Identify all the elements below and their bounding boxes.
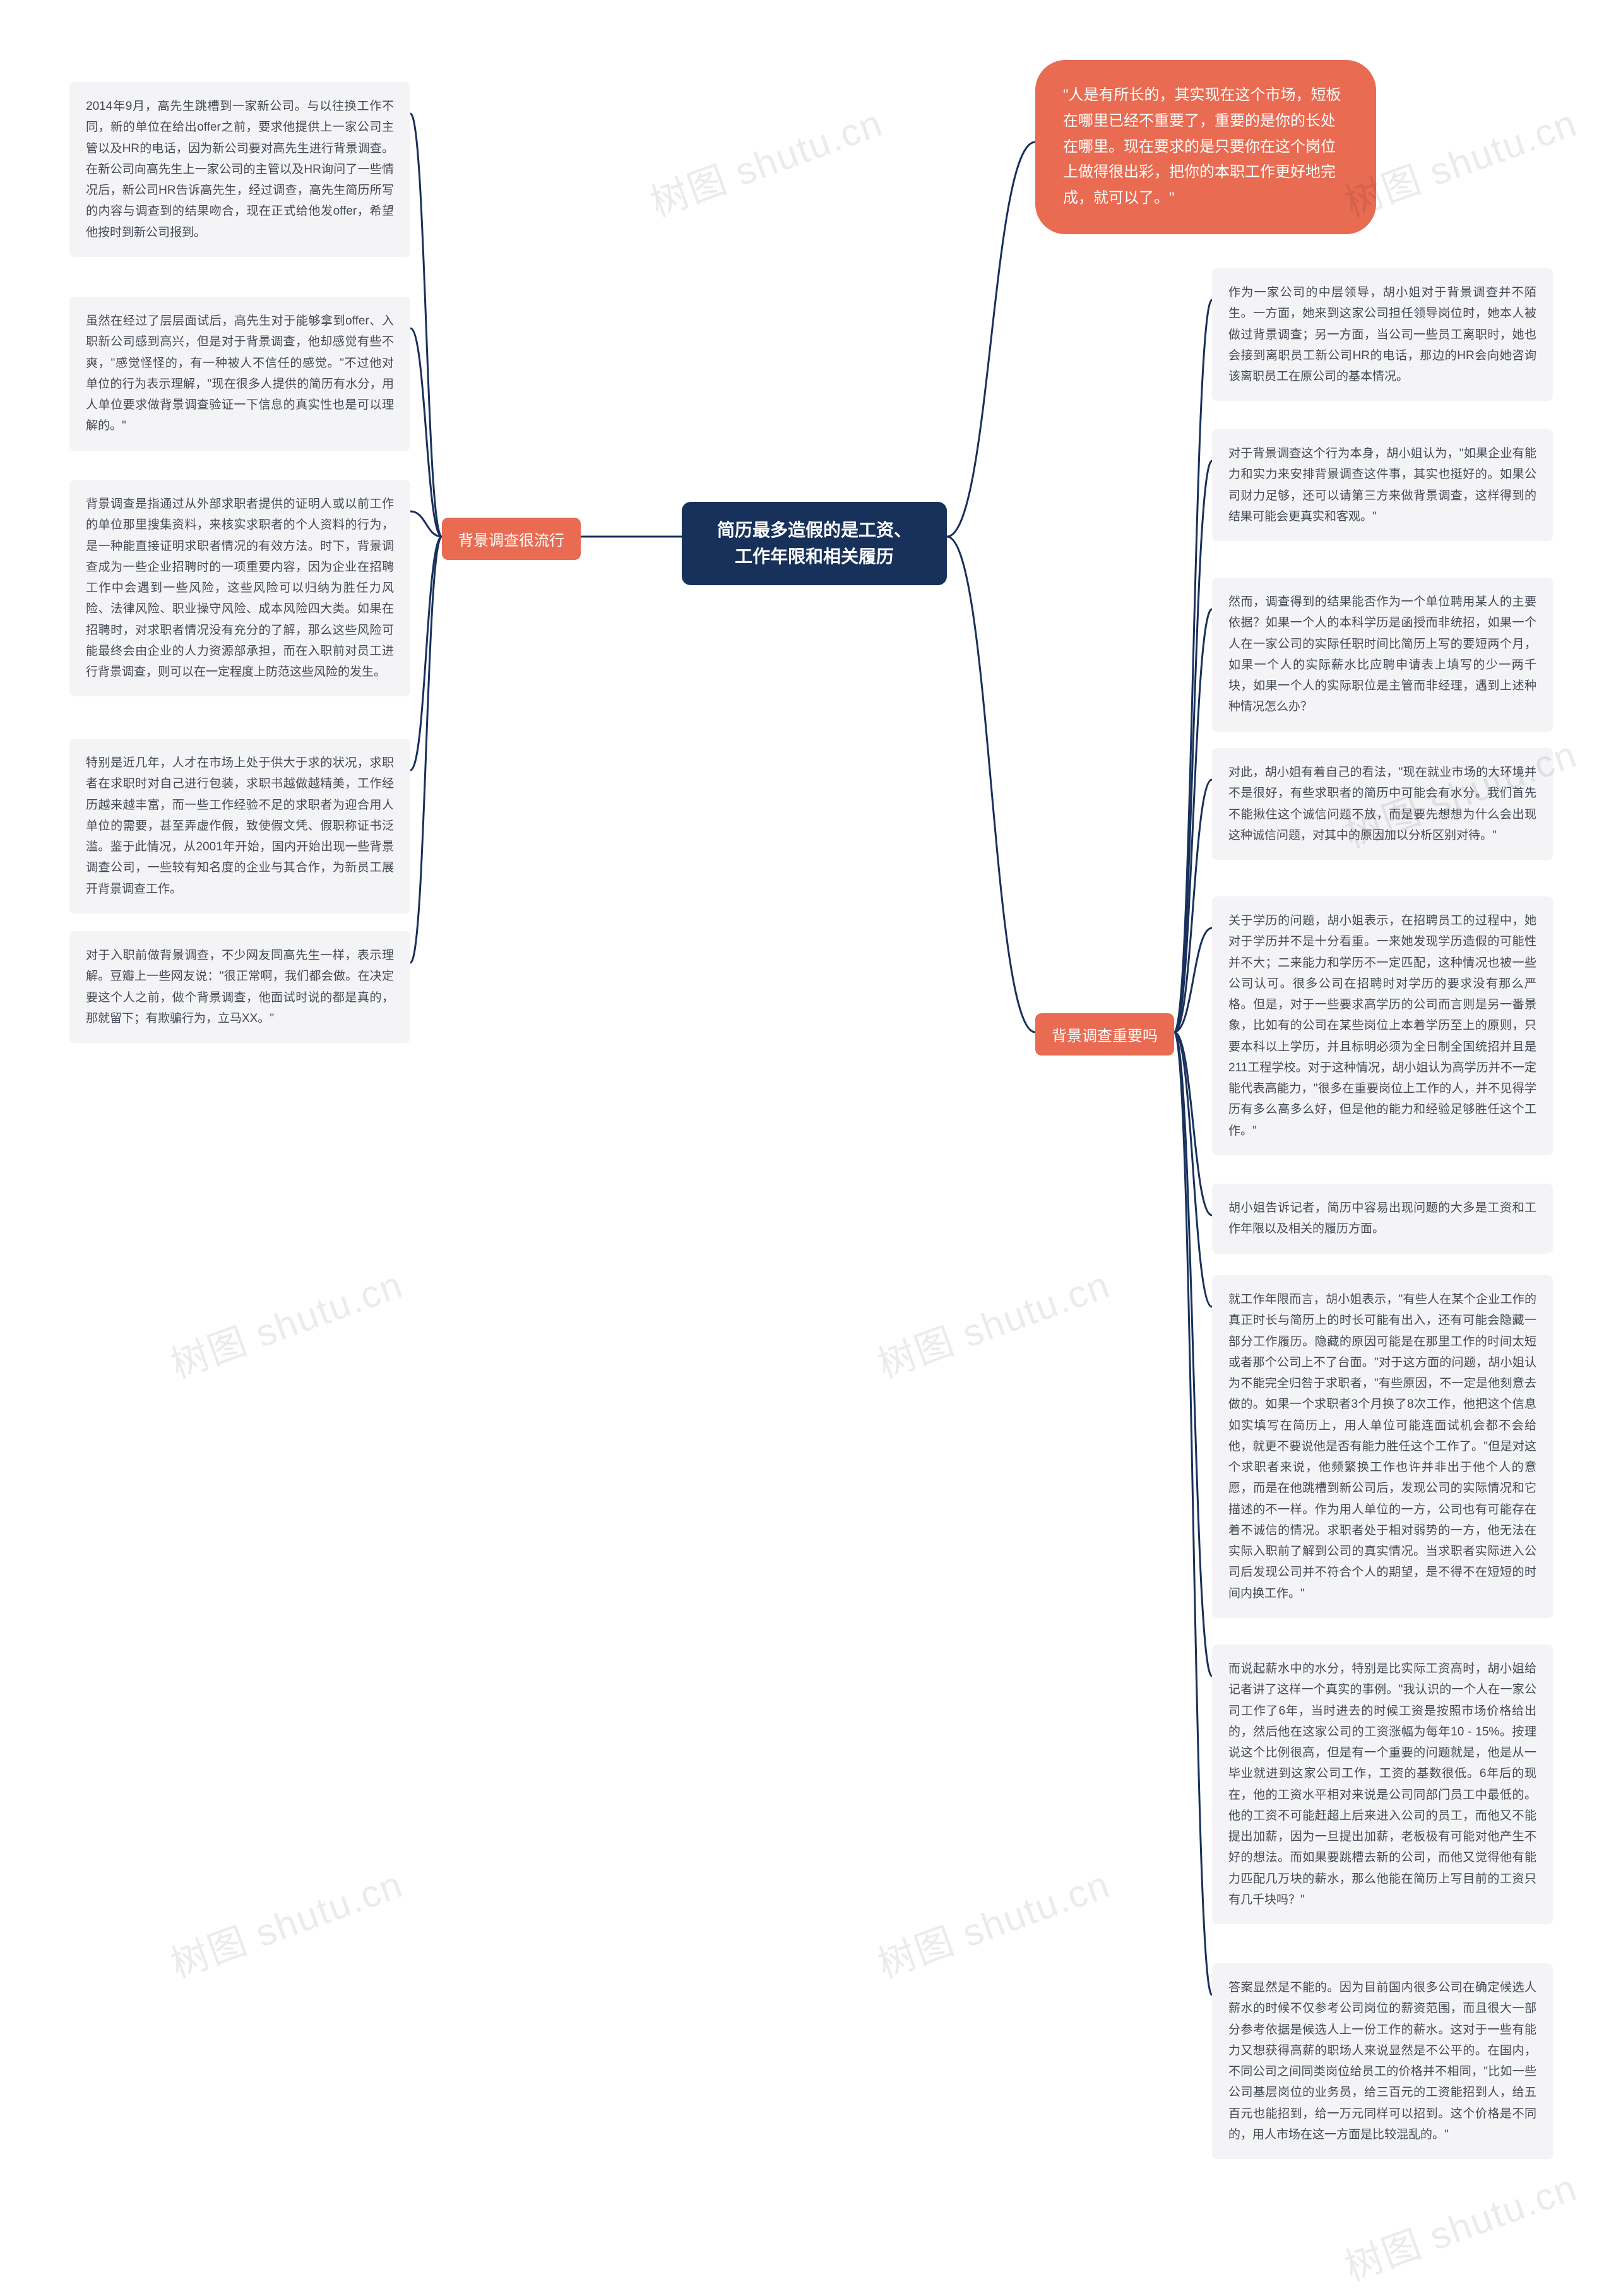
edge	[410, 537, 442, 770]
edge	[410, 114, 442, 537]
edge	[1174, 1032, 1212, 1676]
center-node: 简历最多造假的是工资、工作年限和相关履历	[682, 502, 947, 585]
leaf-right-5: 胡小姐告诉记者，简历中容易出现问题的大多是工资和工作年限以及相关的履历方面。	[1212, 1184, 1553, 1254]
branch-right: 背景调查重要吗	[1035, 1013, 1174, 1056]
leaf-right-2: 然而，调查得到的结果能否作为一个单位聘用某人的主要依据？如果一个人的本科学历是函…	[1212, 578, 1553, 732]
edge	[1174, 461, 1212, 1032]
watermark: 树图 shutu.cn	[162, 1854, 410, 1989]
edge	[1174, 1032, 1212, 1215]
edge	[1174, 609, 1212, 1032]
leaf-right-6: 就工作年限而言，胡小姐表示，"有些人在某个企业工作的真正时长与简历上的时长可能有…	[1212, 1275, 1553, 1618]
watermark: 树图 shutu.cn	[162, 1254, 410, 1389]
leaf-right-1: 对于背景调查这个行为本身，胡小姐认为，"如果企业有能力和实力来安排背景调查这件事…	[1212, 429, 1553, 541]
edge	[1174, 1032, 1212, 1307]
watermark: 树图 shutu.cn	[869, 1854, 1117, 1989]
watermark: 树图 shutu.cn	[869, 1254, 1117, 1389]
edge	[947, 537, 1035, 1032]
leaf-left-4: 对于入职前做背景调查，不少网友同高先生一样，表示理解。豆瓣上一些网友说："很正常…	[69, 931, 410, 1043]
bubble-right: "人是有所长的，其实现在这个市场，短板在哪里已经不重要了，重要的是你的长处在哪里…	[1035, 60, 1376, 234]
watermark: 树图 shutu.cn	[1336, 2157, 1584, 2292]
edge	[410, 328, 442, 537]
edge	[1174, 780, 1212, 1032]
edge	[1174, 1032, 1212, 1995]
leaf-right-8: 答案显然是不能的。因为目前国内很多公司在确定候选人薪水的时候不仅参考公司岗位的薪…	[1212, 1963, 1553, 2159]
leaf-right-4: 关于学历的问题，胡小姐表示，在招聘员工的过程中，她对于学历并不是十分看重。一来她…	[1212, 896, 1553, 1155]
leaf-right-0: 作为一家公司的中层领导，胡小姐对于背景调查并不陌生。一方面，她来到这家公司担任领…	[1212, 268, 1553, 401]
edge	[1174, 928, 1212, 1032]
watermark: 树图 shutu.cn	[642, 93, 889, 228]
leaf-left-1: 虽然在经过了层层面试后，高先生对于能够拿到offer、入职新公司感到高兴，但是对…	[69, 297, 410, 451]
leaf-left-3: 特别是近几年，人才在市场上处于供大于求的状况，求职者在求职时对自己进行包装，求职…	[69, 739, 410, 913]
edge	[1174, 300, 1212, 1032]
edge	[947, 142, 1035, 537]
leaf-right-7: 而说起薪水中的水分，特别是比实际工资高时，胡小姐给记者讲了这样一个真实的事例。"…	[1212, 1645, 1553, 1924]
branch-left: 背景调查很流行	[442, 518, 581, 560]
leaf-left-0: 2014年9月，高先生跳槽到一家新公司。与以往换工作不同，新的单位在给出offe…	[69, 82, 410, 257]
edge	[410, 537, 442, 963]
edge	[410, 511, 442, 537]
leaf-right-3: 对此，胡小姐有着自己的看法，"现在就业市场的大环境并不是很好，有些求职者的简历中…	[1212, 748, 1553, 860]
leaf-left-2: 背景调查是指通过从外部求职者提供的证明人或以前工作的单位那里搜集资料，来核实求职…	[69, 480, 410, 696]
